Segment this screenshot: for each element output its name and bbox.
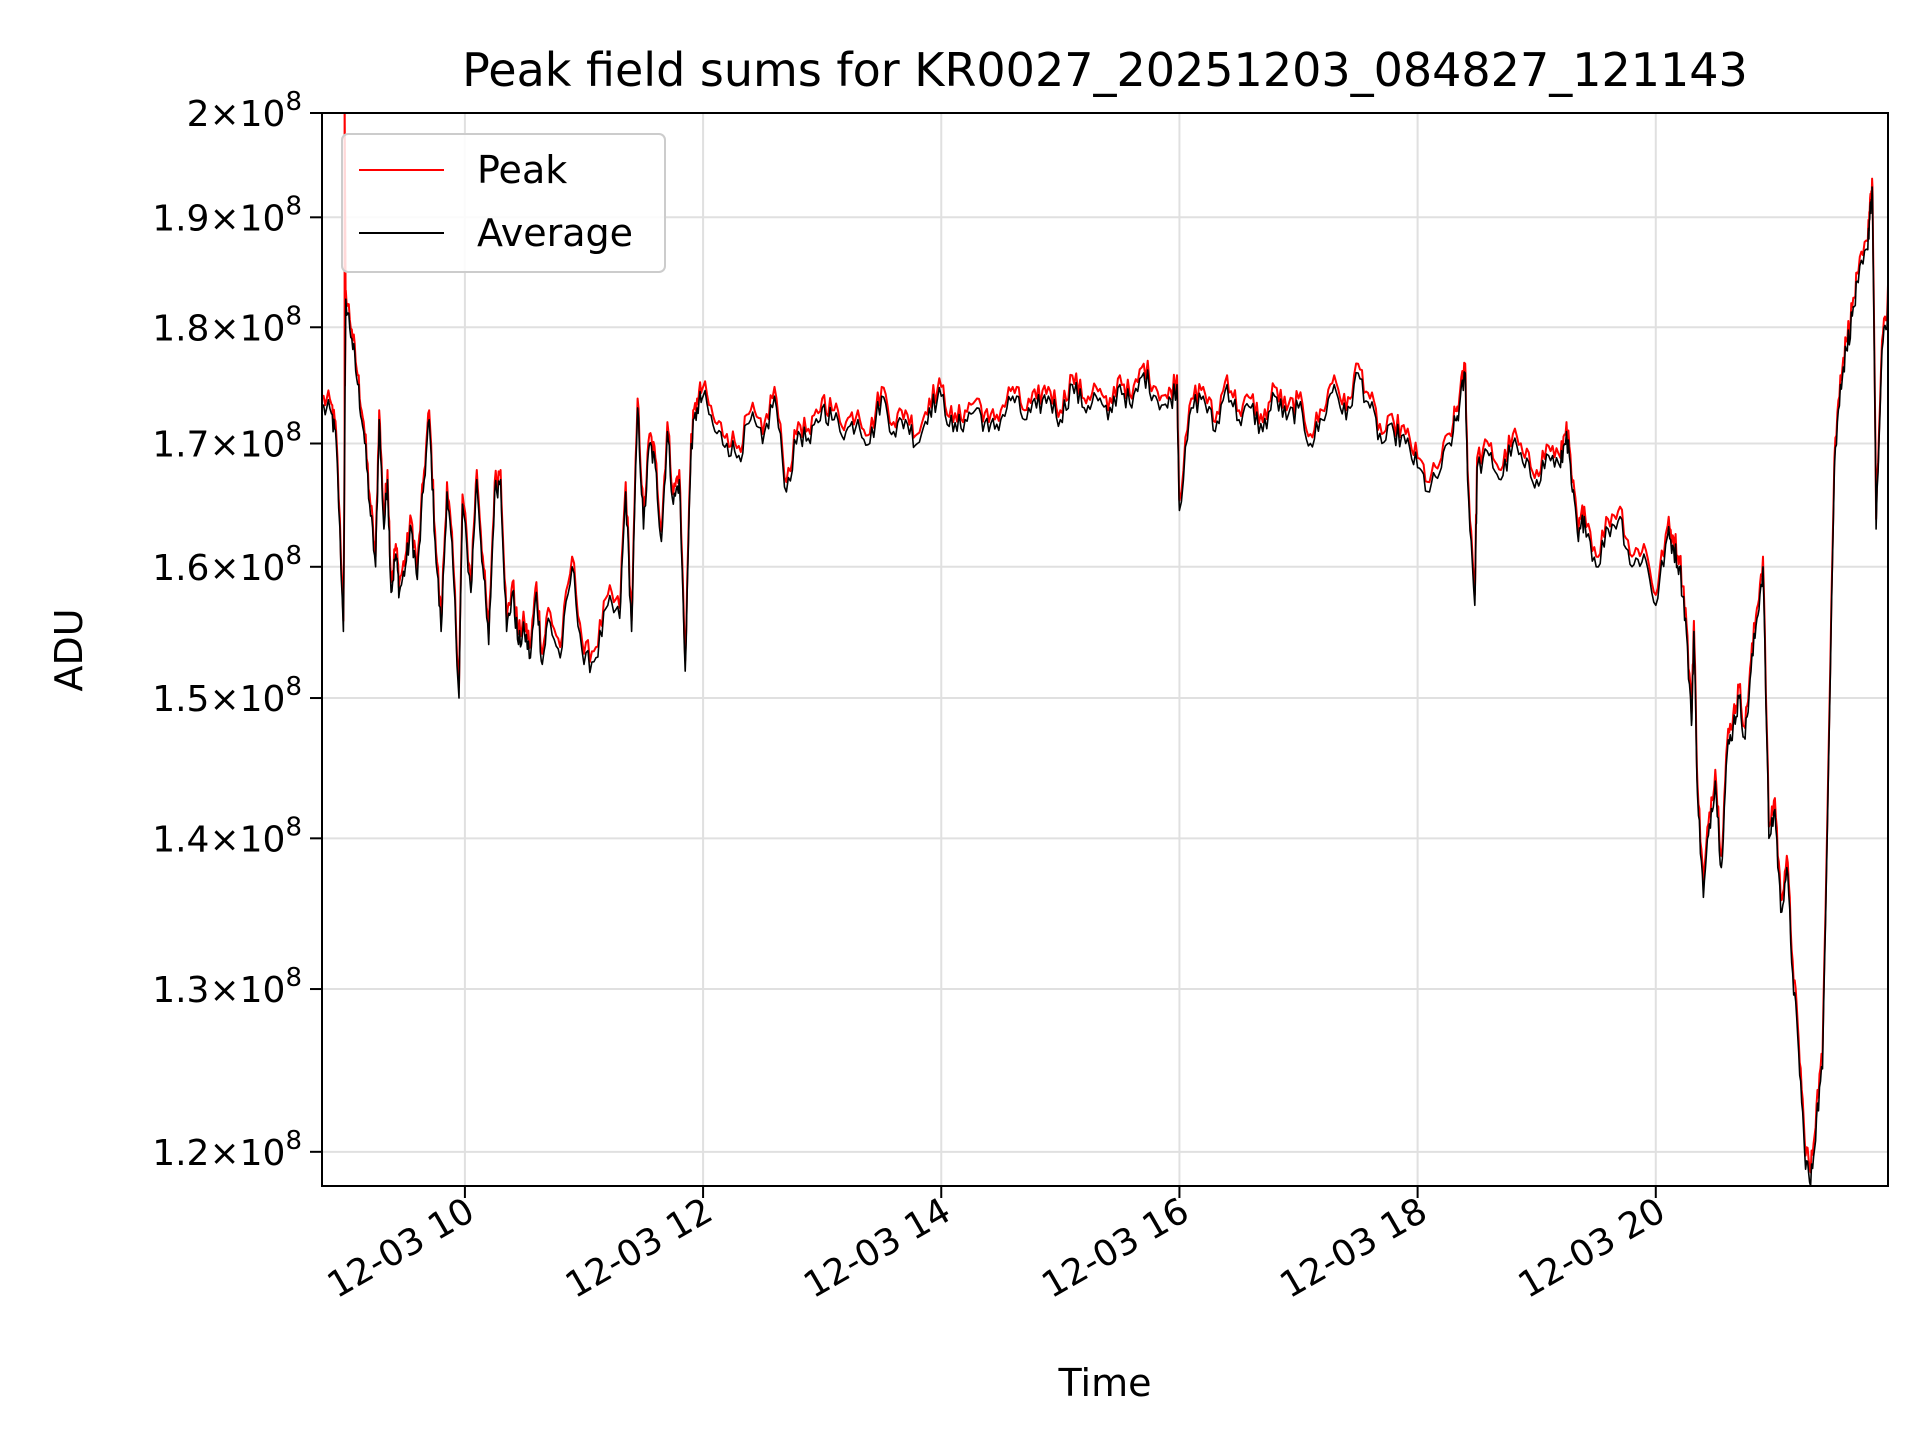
y-tick-label: 1.4×108 bbox=[152, 812, 302, 860]
y-tick-label: 1.6×108 bbox=[152, 541, 302, 589]
y-tick-label: 1.5×108 bbox=[152, 672, 302, 720]
y-tick-label: 1.7×108 bbox=[152, 418, 302, 466]
y-tick-label: 1.3×108 bbox=[152, 963, 302, 1011]
series-layer bbox=[322, 113, 1888, 1186]
series-line-average bbox=[322, 186, 1888, 1186]
y-axis: 2×108 1.9×108 1.8×108 1.7×108 1.6×108 1.5×108… bbox=[152, 87, 322, 1174]
legend-label-peak: Peak bbox=[477, 148, 567, 192]
x-axis-label: Time bbox=[1058, 1361, 1152, 1405]
y-axis-label: ADU bbox=[47, 608, 91, 691]
y-tick-label: 1.9×108 bbox=[152, 191, 302, 239]
legend-box bbox=[341, 133, 666, 273]
y-tick-label: 2×108 bbox=[187, 87, 302, 135]
y-tick-label: 1.8×108 bbox=[152, 301, 302, 349]
legend-label-average: Average bbox=[477, 211, 633, 255]
plot-frame bbox=[321, 112, 1889, 1187]
y-tick-label: 1.2×108 bbox=[152, 1126, 302, 1174]
chart-title: Peak field sums for KR0027_20251203_0848… bbox=[462, 43, 1748, 97]
legend: Peak Average bbox=[341, 133, 666, 273]
